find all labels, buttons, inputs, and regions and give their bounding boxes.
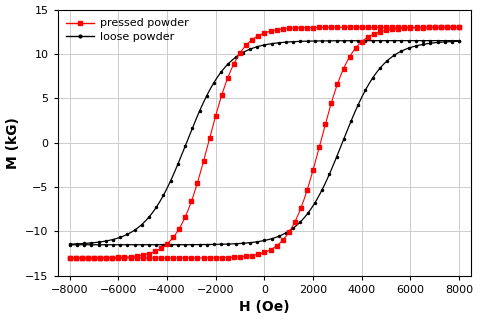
- pressed powder: [182, 215, 188, 219]
- pressed powder: [444, 25, 450, 29]
- pressed powder: [401, 25, 407, 29]
- pressed powder: [231, 62, 237, 66]
- Y-axis label: M (kG): M (kG): [6, 117, 20, 169]
- X-axis label: H (Oe): H (Oe): [239, 300, 290, 315]
- Line: loose powder: loose powder: [68, 38, 461, 246]
- loose powder: [456, 39, 462, 43]
- pressed powder: [456, 25, 462, 29]
- loose powder: [139, 223, 144, 227]
- loose powder: [413, 39, 419, 43]
- loose powder: [67, 242, 72, 246]
- Legend: pressed powder, loose powder: pressed powder, loose powder: [63, 15, 192, 45]
- pressed powder: [67, 256, 72, 260]
- Line: pressed powder: pressed powder: [68, 25, 461, 260]
- loose powder: [110, 237, 116, 241]
- loose powder: [161, 193, 167, 197]
- loose powder: [211, 81, 217, 84]
- pressed powder: [268, 29, 274, 33]
- loose powder: [449, 39, 455, 43]
- pressed powder: [158, 246, 164, 250]
